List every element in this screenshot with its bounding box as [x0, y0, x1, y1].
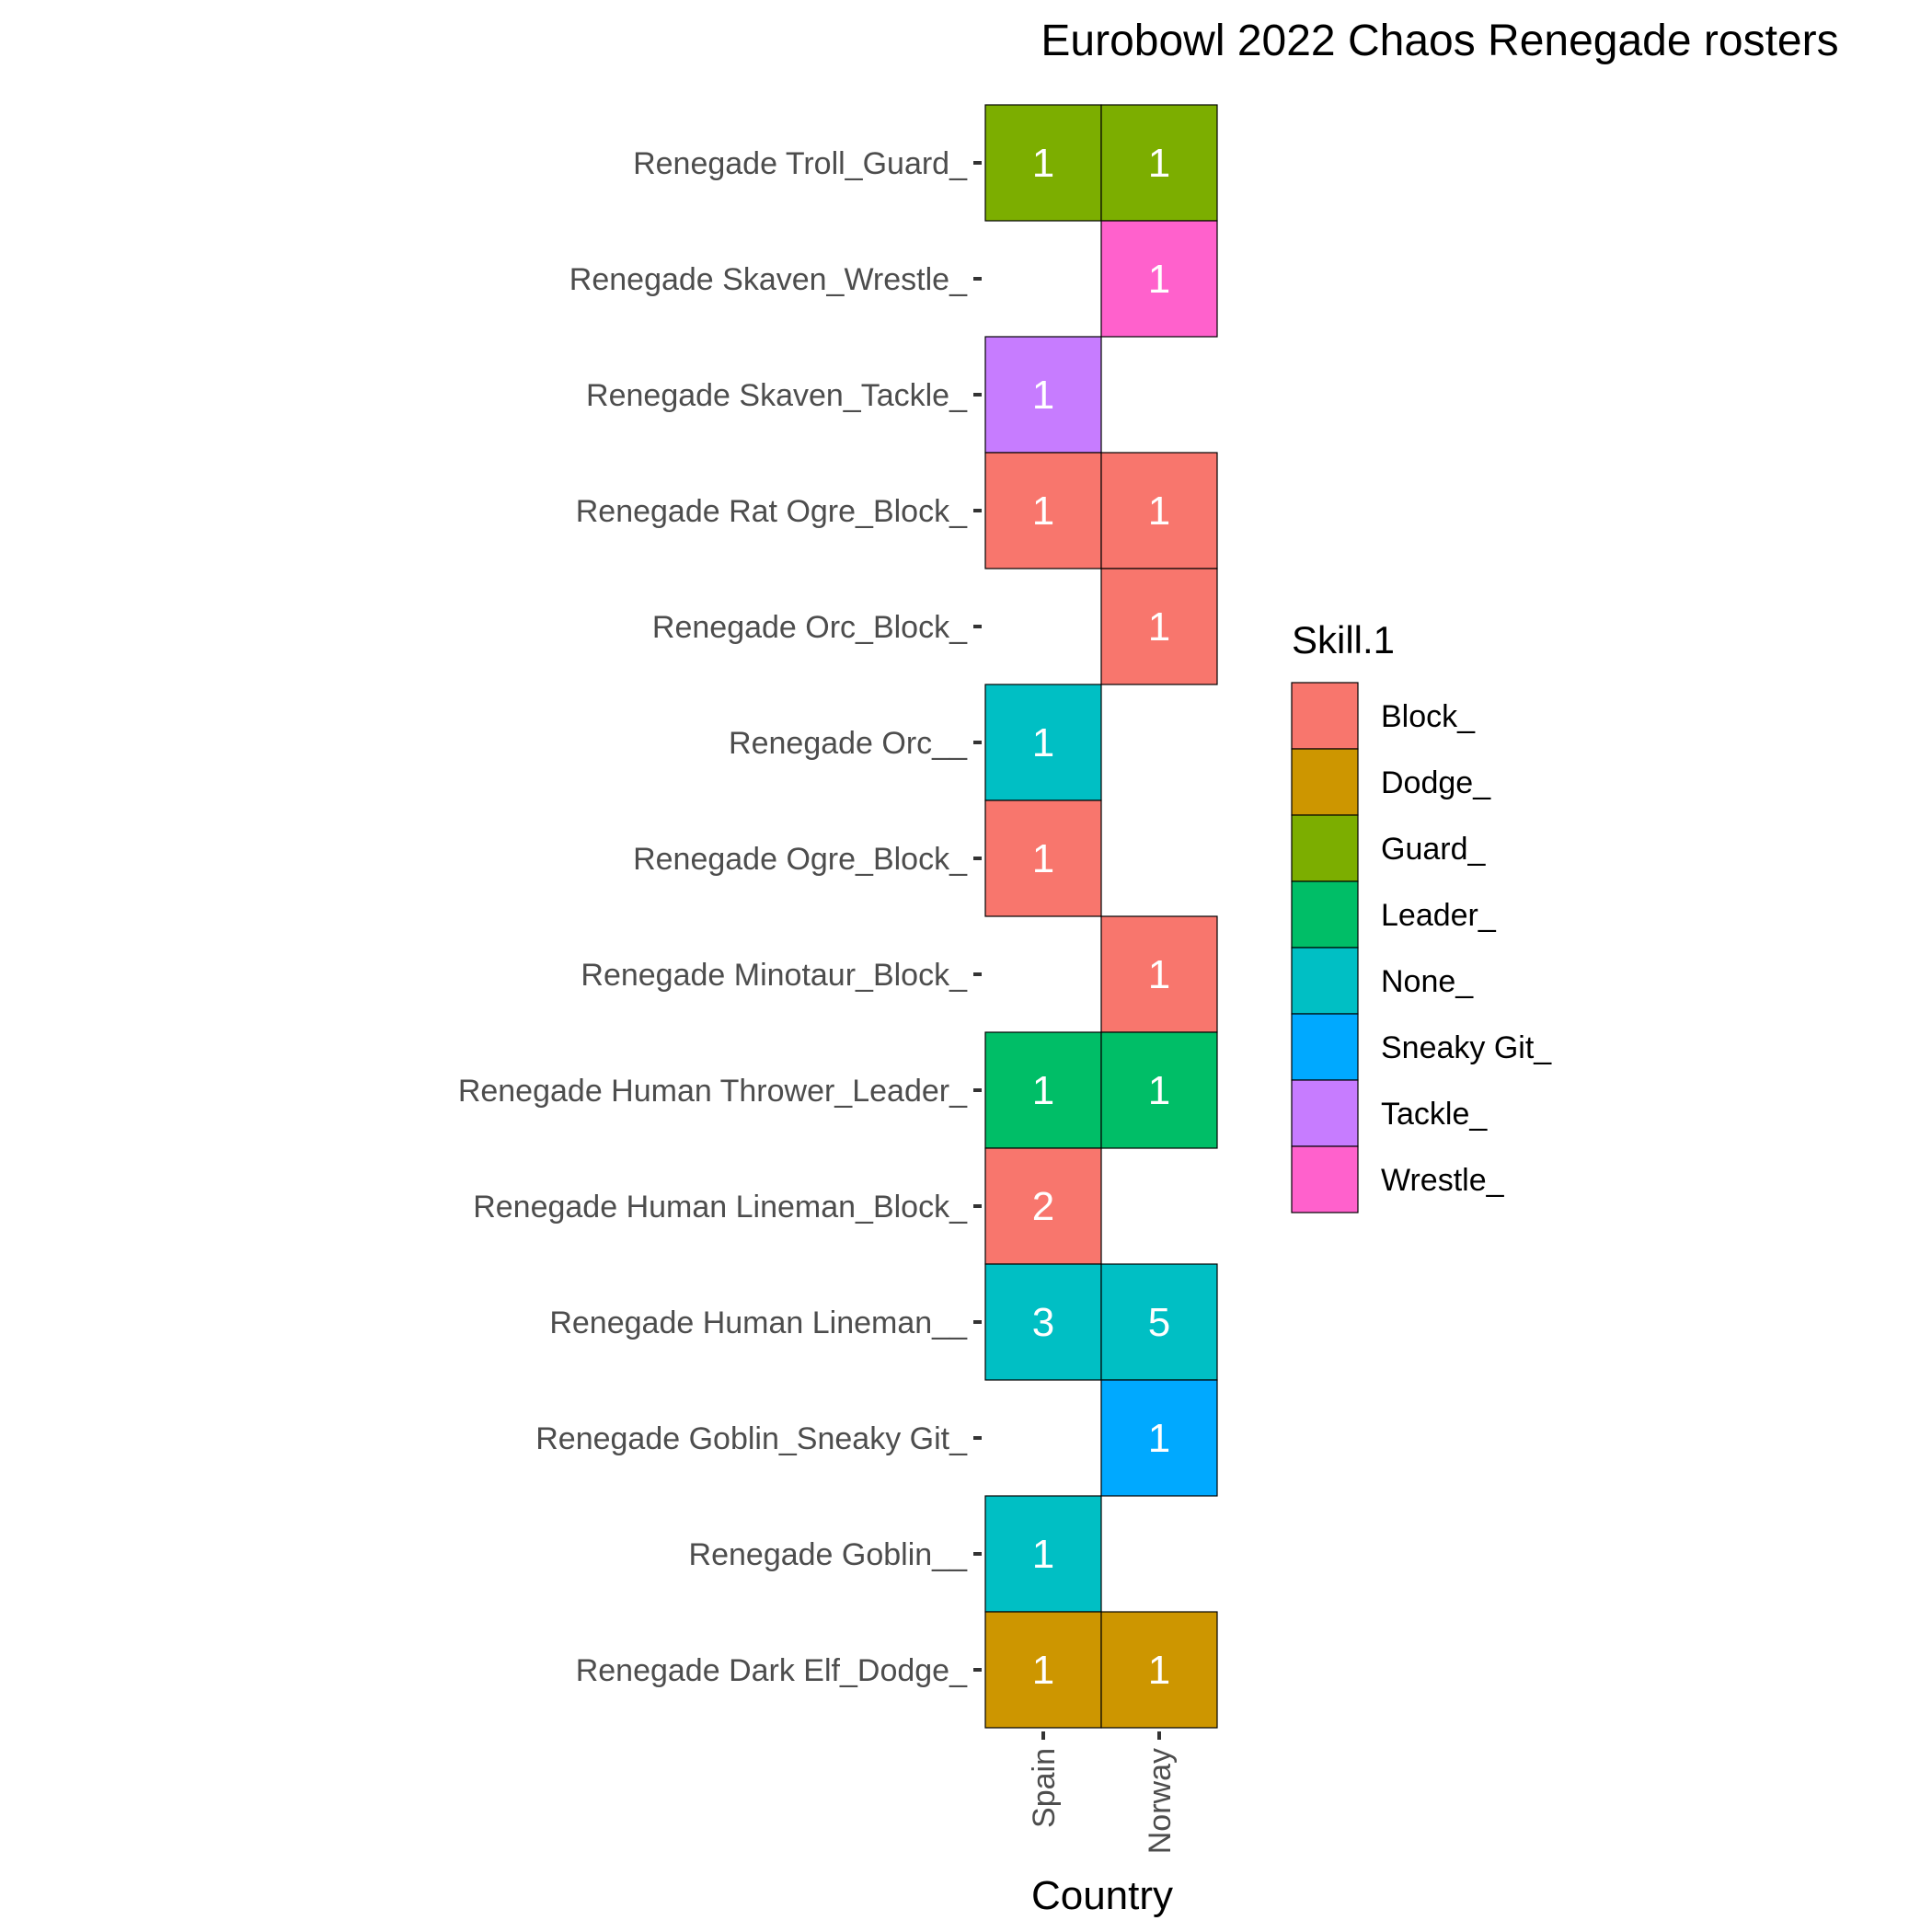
legend-label: Tackle_ — [1381, 1097, 1488, 1132]
tile-spain-renegade-ogre-block — [984, 799, 1102, 917]
cell-value-label: 1 — [1032, 1532, 1054, 1577]
y-tick-label: Renegade Troll_Guard_ — [633, 146, 968, 181]
x-axis-title: Country — [1031, 1873, 1173, 1918]
tile-spain-renegade-goblin — [984, 1495, 1102, 1613]
cell-value-label: 1 — [1032, 1068, 1054, 1113]
tile-norway-renegade-dark-elf-dodge — [1100, 1611, 1218, 1729]
cell-value-label: 1 — [1148, 1068, 1170, 1113]
y-tick-label: Renegade Skaven_Wrestle_ — [569, 262, 968, 297]
tile-norway-renegade-minotaur-block — [1100, 915, 1218, 1033]
legend-key-sneaky-git — [1291, 1013, 1359, 1081]
cell-value-label: 1 — [1148, 1416, 1170, 1461]
cell-value-label: 5 — [1148, 1300, 1170, 1345]
tiles-layer: 1 1 1 1 1 1 1 1 1 1 1 1 2 3 5 1 1 1 1 — [984, 104, 1218, 1729]
cell-value-label: 1 — [1148, 1648, 1170, 1693]
tile-spain-renegade-skaven-tackle — [984, 336, 1102, 454]
cell-value-label: 1 — [1148, 141, 1170, 186]
legend-label: Sneaky Git_ — [1381, 1030, 1552, 1065]
cell-value-label: 2 — [1032, 1184, 1054, 1229]
x-axis: Spain Norway — [1027, 1731, 1178, 1854]
y-axis: Renegade Troll_Guard_ Renegade Skaven_Wre… — [458, 146, 982, 1688]
tile-norway-renegade-human-thrower-leader — [1100, 1031, 1218, 1149]
chart-title: Eurobowl 2022 Chaos Renegade rosters — [1041, 17, 1838, 65]
legend-label: Guard_ — [1381, 832, 1486, 867]
y-tick-label: Renegade Goblin_Sneaky Git_ — [535, 1421, 968, 1456]
legend-key-guard — [1291, 814, 1359, 882]
cell-value-label: 1 — [1148, 952, 1170, 997]
cell-value-label: 3 — [1032, 1300, 1054, 1345]
y-tick-label: Renegade Skaven_Tackle_ — [586, 378, 968, 413]
y-tick-label: Renegade Human Lineman_Block_ — [473, 1190, 968, 1225]
tile-spain-renegade-orc — [984, 684, 1102, 801]
tile-norway-renegade-skaven-wrestle — [1100, 220, 1218, 338]
tile-spain-renegade-human-lineman — [984, 1263, 1102, 1381]
tile-norway-renegade-orc-block — [1100, 568, 1218, 685]
cell-value-label: 1 — [1032, 373, 1054, 418]
tile-spain-renegade-dark-elf-dodge — [984, 1611, 1102, 1729]
y-tick-label: Renegade Orc__ — [729, 726, 968, 761]
cell-value-label: 1 — [1148, 489, 1170, 534]
legend-key-block — [1291, 682, 1359, 750]
legend-key-none — [1291, 947, 1359, 1015]
y-tick-label: Renegade Human Lineman__ — [549, 1305, 968, 1340]
tile-norway-renegade-troll-guard — [1100, 104, 1218, 222]
tile-spain-renegade-human-lineman-block — [984, 1147, 1102, 1265]
legend-key-wrestle — [1291, 1145, 1359, 1213]
tile-norway-renegade-goblin-sneaky-git — [1100, 1379, 1218, 1497]
cell-value-label: 1 — [1032, 489, 1054, 534]
cell-value-label: 1 — [1032, 141, 1054, 186]
cell-value-label: 1 — [1032, 836, 1054, 881]
y-tick-label: Renegade Ogre_Block_ — [633, 842, 968, 877]
legend-label: None_ — [1381, 964, 1474, 999]
x-tick-label: Norway — [1143, 1748, 1178, 1854]
tile-spain-renegade-troll-guard — [984, 104, 1102, 222]
y-tick-label: Renegade Minotaur_Block_ — [581, 958, 968, 993]
legend-key-tackle — [1291, 1079, 1359, 1147]
legend-key-leader — [1291, 880, 1359, 949]
legend-key-dodge — [1291, 748, 1359, 816]
y-tick-label: Renegade Rat Ogre_Block_ — [576, 494, 968, 529]
legend: Skill.1 Block_ Dodge_ Guard_ Leader_ None_ Sn… — [1291, 618, 1552, 1213]
cell-value-label: 1 — [1032, 720, 1054, 765]
legend-label: Dodge_ — [1381, 765, 1491, 800]
legend-label: Wrestle_ — [1381, 1163, 1505, 1198]
cell-value-label: 1 — [1148, 604, 1170, 650]
y-tick-label: Renegade Human Thrower_Leader_ — [458, 1074, 968, 1109]
tile-norway-renegade-human-lineman — [1100, 1263, 1218, 1381]
tile-spain-renegade-rat-ogre-block — [984, 452, 1102, 569]
y-tick-label: Renegade Goblin__ — [689, 1537, 969, 1572]
cell-value-label: 1 — [1032, 1648, 1054, 1693]
y-tick-label: Renegade Dark Elf_Dodge_ — [576, 1653, 968, 1688]
legend-label: Leader_ — [1381, 898, 1497, 933]
y-tick-label: Renegade Orc_Block_ — [652, 610, 968, 645]
x-tick-label: Spain — [1027, 1748, 1062, 1828]
tile-norway-renegade-rat-ogre-block — [1100, 452, 1218, 569]
legend-title: Skill.1 — [1292, 618, 1395, 661]
legend-label: Block_ — [1381, 699, 1476, 734]
cell-value-label: 1 — [1148, 257, 1170, 302]
